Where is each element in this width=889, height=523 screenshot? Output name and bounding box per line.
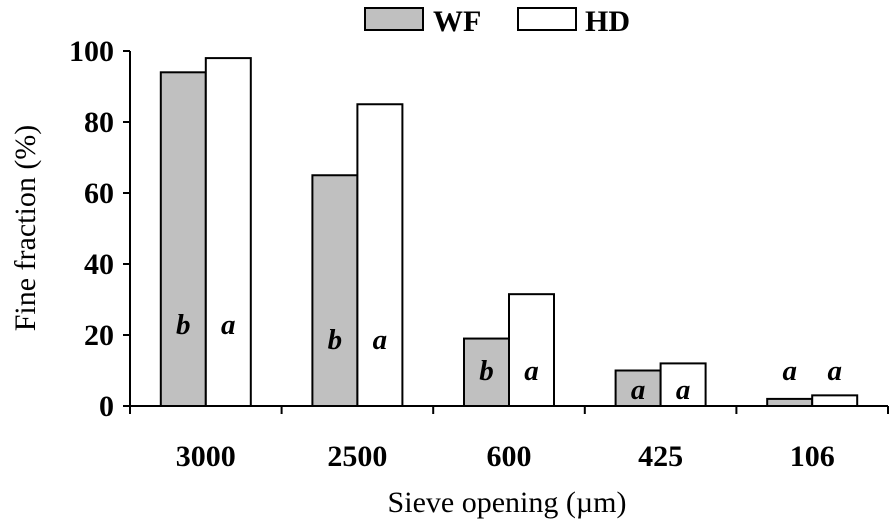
significance-letter-hd: a [524, 355, 539, 387]
bar-hd-2500 [356, 103, 404, 407]
significance-letter-wf: b [328, 324, 343, 356]
y-tick-label: 40 [84, 248, 114, 281]
bar-wf-3000 [159, 71, 207, 408]
significance-letter-wf: b [176, 309, 191, 341]
y-tick-label: 60 [84, 177, 114, 210]
bar-hd-3000 [204, 57, 252, 407]
bar-hd-106 [811, 394, 859, 408]
significance-letter-wf: a [631, 374, 646, 406]
x-axis-title: Sieve opening (µm) [388, 486, 627, 519]
bar-wf-2500 [311, 174, 359, 407]
significance-letter-wf: a [782, 355, 797, 387]
y-tick-label: 0 [99, 390, 114, 423]
legend-swatch-hd [517, 7, 577, 31]
y-tick-label: 80 [84, 106, 114, 139]
x-tick-label: 425 [638, 440, 683, 473]
significance-letter-wf: b [479, 355, 494, 387]
legend-label-hd: HD [585, 5, 630, 38]
legend-swatch-wf [364, 7, 424, 31]
x-tick-label: 106 [790, 440, 835, 473]
significance-letter-hd: a [676, 374, 691, 406]
bar-hd-425 [659, 362, 707, 407]
legend: WF HD [364, 5, 630, 38]
significance-letter-hd: a [373, 324, 388, 356]
y-axis-title: Fine fraction (%) [9, 125, 42, 332]
bar-wf-106 [766, 397, 814, 407]
y-tick-label: 100 [69, 35, 114, 68]
y-tick-label: 20 [84, 319, 114, 352]
significance-letter-hd: a [221, 309, 236, 341]
x-tick-label: 3000 [176, 440, 236, 473]
legend-label-wf: WF [433, 5, 481, 38]
significance-letter-hd: a [827, 355, 842, 387]
x-tick-label: 600 [487, 440, 532, 473]
x-tick-label: 2500 [327, 440, 387, 473]
bar-hd-600 [508, 293, 555, 407]
